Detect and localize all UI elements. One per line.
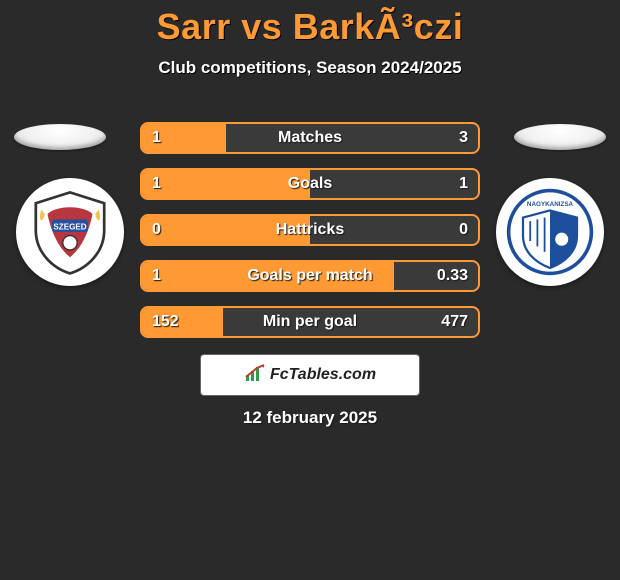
player-avatar-right: [514, 124, 606, 150]
comparison-card: Sarr vs BarkÃ³czi Club competitions, Sea…: [0, 0, 620, 580]
svg-text:NAGYKANIZSA: NAGYKANIZSA: [527, 201, 574, 208]
shield-icon: SZEGED: [25, 187, 115, 277]
brand-label: FcTables.com: [270, 366, 376, 384]
stat-row-fill: [142, 262, 394, 290]
stat-value-right: 477: [431, 308, 478, 336]
brand-badge[interactable]: FcTables.com: [200, 354, 420, 396]
player-avatar-left: [14, 124, 106, 150]
bars-icon: [244, 363, 268, 388]
stat-value-left: 1: [142, 170, 171, 198]
page-title: Sarr vs BarkÃ³czi: [0, 6, 620, 48]
stat-value-right: 3: [449, 124, 478, 152]
stat-value-left: 1: [142, 124, 171, 152]
date-stamp: 12 february 2025: [0, 408, 620, 428]
svg-text:SZEGED: SZEGED: [53, 222, 86, 231]
stat-value-left: 0: [142, 216, 171, 244]
stat-row: 152477Min per goal: [140, 306, 480, 338]
stat-row: 11Goals: [140, 168, 480, 200]
page-subtitle: Club competitions, Season 2024/2025: [0, 58, 620, 78]
stat-value-left: 152: [142, 308, 189, 336]
stat-row: 13Matches: [140, 122, 480, 154]
club-crest-left: SZEGED: [16, 178, 124, 286]
club-crest-right: NAGYKANIZSA: [496, 178, 604, 286]
stat-value-right: 0: [449, 216, 478, 244]
stat-value-right: 1: [449, 170, 478, 198]
stat-value-left: 1: [142, 262, 171, 290]
stat-row: 10.33Goals per match: [140, 260, 480, 292]
stat-row: 00Hattricks: [140, 214, 480, 246]
stat-value-right: 0.33: [427, 262, 478, 290]
stats-table: 13Matches11Goals00Hattricks10.33Goals pe…: [140, 122, 480, 352]
shield-icon: NAGYKANIZSA: [505, 187, 595, 277]
